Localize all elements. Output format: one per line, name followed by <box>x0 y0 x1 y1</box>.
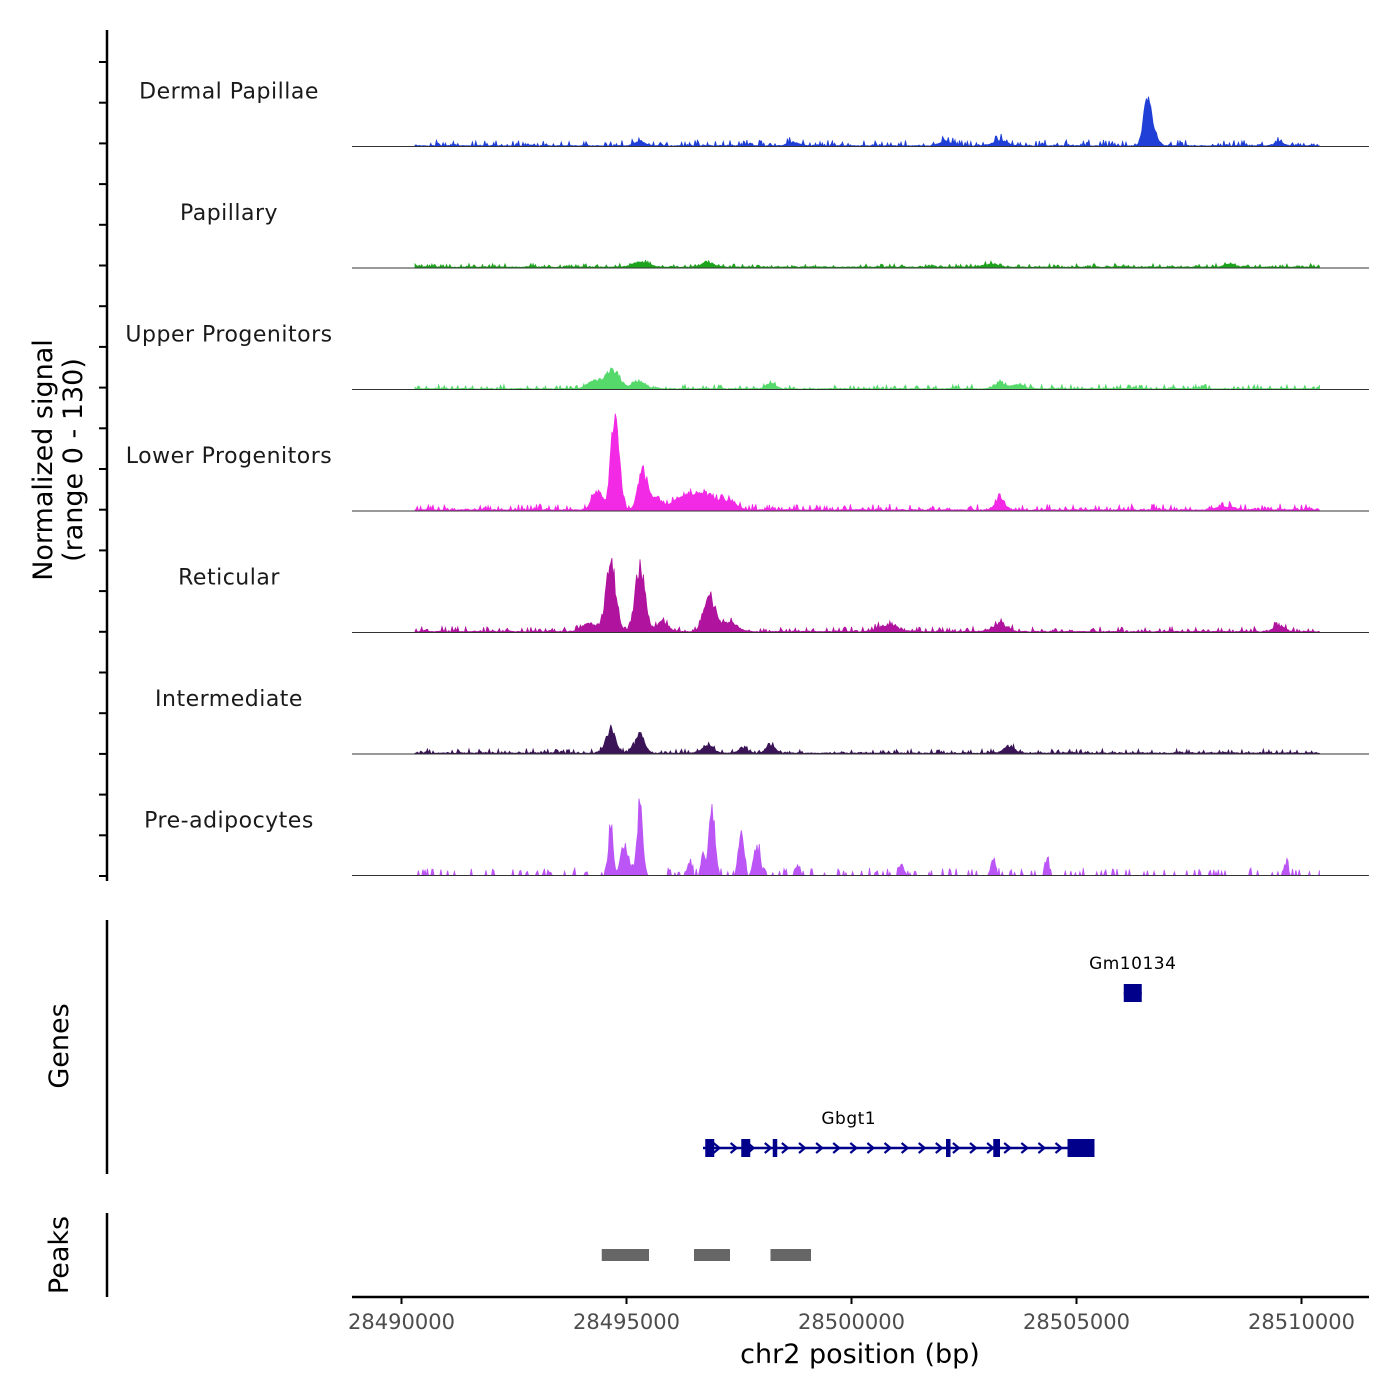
y-axis-range: (range 0 - 130) <box>58 358 89 562</box>
peak-region <box>694 1249 730 1261</box>
track-label: Pre-adipocytes <box>144 809 314 834</box>
track-label: Lower Progenitors <box>126 444 332 469</box>
track-lower-progenitors: Lower Progenitors <box>126 413 1369 512</box>
signal-area <box>414 367 1320 391</box>
peaks-panel-title: Peaks <box>44 1216 75 1294</box>
track-pre-adipocytes: Pre-adipocytes <box>144 798 1369 878</box>
strand-arrow <box>849 1142 859 1154</box>
exon <box>993 1139 1000 1157</box>
track-label: Dermal Papillae <box>139 80 319 105</box>
signal-area <box>414 724 1320 755</box>
strand-arrow <box>712 1142 722 1154</box>
x-tick-label: 28505000 <box>1023 1310 1130 1334</box>
peak-region <box>601 1249 649 1261</box>
exon <box>1123 984 1142 1002</box>
track-papillary: Papillary <box>180 201 1369 269</box>
exon <box>705 1139 715 1157</box>
strand-arrow <box>1054 1142 1064 1154</box>
strand-arrow <box>935 1142 944 1154</box>
strand-arrow <box>986 1142 995 1154</box>
x-tick-label: 28500000 <box>798 1310 905 1334</box>
signal-area <box>415 798 1320 878</box>
strand-arrow <box>781 1142 790 1154</box>
exon <box>741 1139 751 1157</box>
strand-arrow <box>917 1142 927 1154</box>
exon <box>1067 1139 1095 1157</box>
strand-arrow <box>1020 1142 1030 1154</box>
track-label: Reticular <box>178 566 280 591</box>
strand-arrow <box>900 1142 910 1154</box>
strand-arrow <box>798 1142 807 1154</box>
coverage-tracks: Dermal Papillae Papillary Upper Progenitor… <box>125 80 1369 878</box>
gene-label: Gm10134 <box>1089 954 1176 974</box>
strand-arrow <box>729 1142 739 1154</box>
strand-arrow <box>866 1142 876 1154</box>
strand-arrow <box>1003 1142 1012 1154</box>
signal-area <box>414 557 1320 634</box>
gene-label: Gbgt1 <box>821 1109 876 1129</box>
strand-arrow <box>952 1142 961 1154</box>
track-label: Intermediate <box>155 687 303 712</box>
peak-region <box>770 1249 811 1261</box>
y-axis-title: Normalized signal <box>28 339 59 581</box>
strand-arrow <box>1037 1142 1047 1154</box>
strand-arrow <box>883 1142 893 1154</box>
track-label: Upper Progenitors <box>125 323 332 348</box>
coverage-y-ticks <box>99 61 107 877</box>
gene-gm10134: Gm10134 <box>1089 954 1176 1002</box>
strand-arrow <box>815 1142 824 1154</box>
x-axis-title: chr2 position (bp) <box>740 1339 980 1370</box>
track-upper-progenitors: Upper Progenitors <box>125 323 1369 391</box>
gene-track: Gm10134 Gbgt1 <box>703 954 1176 1157</box>
signal-area <box>414 96 1320 148</box>
track-label: Papillary <box>180 201 278 226</box>
strand-arrow <box>764 1142 773 1154</box>
gene-gbgt1: Gbgt1 <box>703 1109 1095 1157</box>
exon <box>946 1139 951 1157</box>
signal-area <box>414 259 1320 269</box>
genes-panel-title: Genes <box>44 1003 75 1088</box>
x-tick-label: 28495000 <box>573 1310 680 1334</box>
track-intermediate: Intermediate <box>155 687 1369 755</box>
track-dermal-papillae: Dermal Papillae <box>139 80 1369 148</box>
exon <box>772 1139 778 1157</box>
signal-area <box>414 413 1320 512</box>
strand-arrow <box>832 1142 841 1154</box>
track-reticular: Reticular <box>178 557 1369 634</box>
peak-track <box>601 1249 811 1261</box>
x-tick-label: 28510000 <box>1248 1310 1355 1334</box>
strand-arrow <box>969 1142 978 1154</box>
x-tick-label: 28490000 <box>348 1310 455 1334</box>
x-axis-ticks: 28490000 28495000 28500000 28505000 28510000 <box>348 1297 1355 1334</box>
